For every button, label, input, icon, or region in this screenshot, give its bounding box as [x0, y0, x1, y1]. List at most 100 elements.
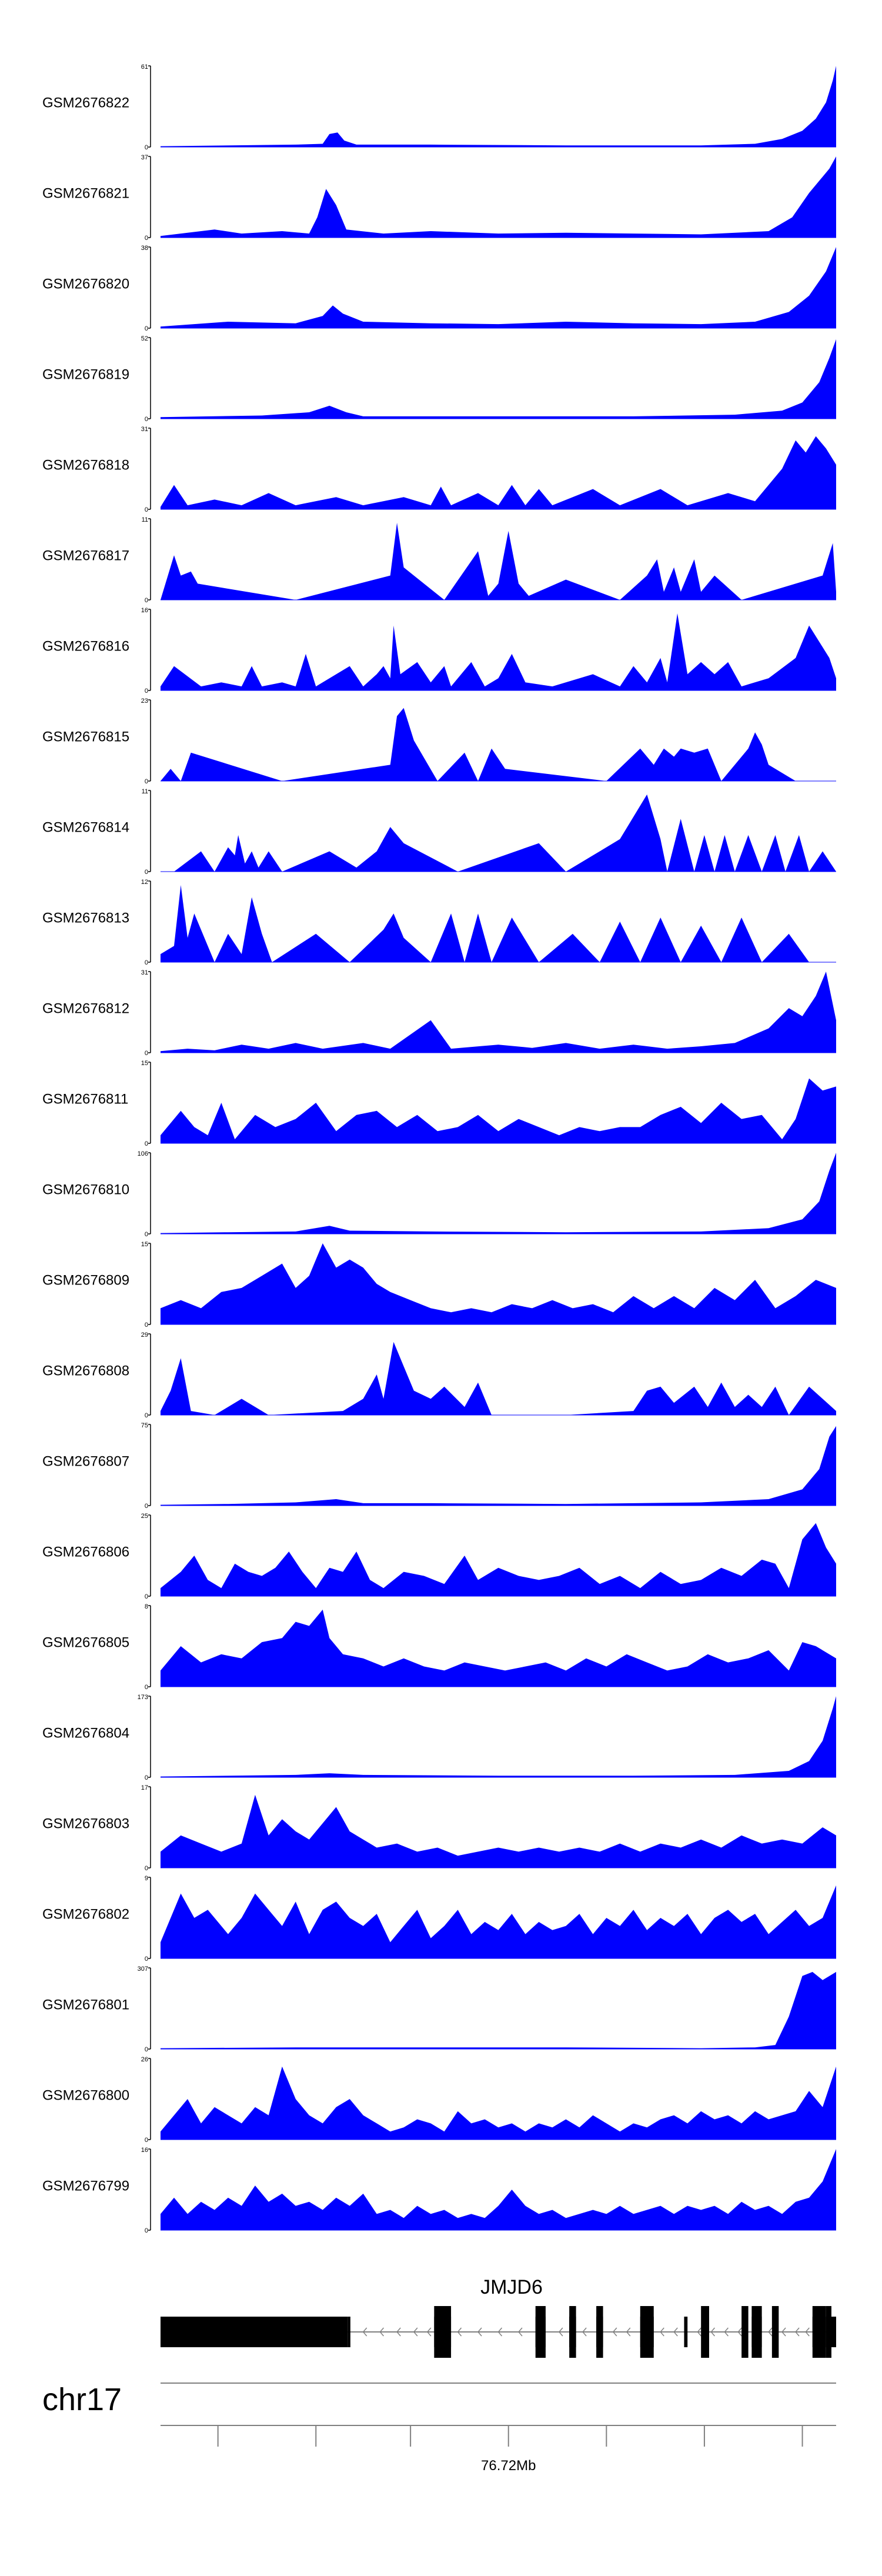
intron-arrow [626, 2327, 631, 2337]
track-GSM2676814: GSM2676814 11 0 [42, 788, 836, 876]
intron-arrow [805, 2327, 810, 2337]
track-ymax-label: 75 [141, 1422, 148, 1429]
track-label: GSM2676801 [42, 1997, 129, 2013]
coverage-area [161, 613, 836, 690]
track-label: GSM2676819 [42, 366, 129, 382]
track-label: GSM2676802 [42, 1906, 129, 1922]
coverage-area [161, 1342, 836, 1415]
gene-name: JMJD6 [480, 2276, 543, 2298]
exon-block [348, 2317, 350, 2347]
track-label: GSM2676805 [42, 1634, 129, 1650]
coverage-area [161, 1078, 836, 1143]
track-ymax-label: 38 [141, 245, 148, 252]
coverage-tracks: GSM2676822610GSM2676821370GSM2676820380G… [42, 64, 836, 2234]
track-ymax-label: 26 [141, 2056, 148, 2063]
track-label: GSM2676816 [42, 638, 129, 654]
utr-exon-block [829, 2317, 836, 2347]
track-GSM2676818: GSM2676818 31 0 [42, 426, 836, 513]
track-ymin-label: 0 [145, 2046, 148, 2053]
track-GSM2676822: GSM2676822 61 0 [42, 64, 836, 151]
axis-tick-label: 76.72Mb [481, 2458, 536, 2474]
track-label: GSM2676822 [42, 95, 129, 111]
intron-arrow [710, 2327, 716, 2337]
coverage-area [161, 247, 836, 328]
intron-arrow [426, 2327, 432, 2337]
coding-exon-block [771, 2306, 779, 2358]
track-GSM2676801: GSM2676801 307 0 [42, 1966, 836, 2053]
intron-arrow [517, 2327, 523, 2337]
track-GSM2676807: GSM2676807 75 0 [42, 1422, 836, 1510]
exon-blocks [161, 2306, 836, 2358]
track-GSM2676820: GSM2676820 38 0 [42, 245, 836, 332]
track-ymin-label: 0 [145, 869, 148, 876]
track-ymin-label: 0 [145, 1774, 148, 1781]
track-GSM2676799: GSM2676799 16 0 [42, 2147, 836, 2234]
track-ymax-label: 11 [142, 788, 148, 795]
track-label: GSM2676817 [42, 548, 129, 563]
axis-ticks [217, 2425, 803, 2447]
track-label: GSM2676812 [42, 1000, 129, 1016]
coding-exon-block [701, 2306, 709, 2358]
intron-arrow [558, 2327, 563, 2337]
intron-arrow [396, 2327, 401, 2337]
genome-axis: chr17 76.72Mb [42, 2382, 836, 2474]
intron-arrow [673, 2327, 678, 2337]
intron-arrow [497, 2327, 503, 2337]
track-GSM2676805: GSM2676805 8 0 [42, 1603, 836, 1691]
coding-exon-block [434, 2306, 452, 2358]
exon-block [684, 2317, 688, 2347]
intron-arrow [795, 2327, 800, 2337]
track-GSM2676812: GSM2676812 31 0 [42, 969, 836, 1057]
track-ymin-label: 0 [145, 1865, 148, 1872]
track-GSM2676804: GSM2676804 173 0 [42, 1694, 836, 1781]
track-ymax-label: 29 [141, 1332, 148, 1339]
intron-arrow [737, 2327, 742, 2337]
track-ymin-label: 0 [145, 1684, 148, 1691]
intron-arrow [724, 2327, 729, 2337]
track-ymax-label: 52 [141, 335, 148, 342]
track-GSM2676810: GSM2676810 106 0 [42, 1150, 836, 1238]
track-ymin-label: 0 [145, 1503, 148, 1510]
track-ymin-label: 0 [145, 778, 148, 785]
coverage-area [161, 885, 836, 962]
intron-arrow [413, 2327, 418, 2337]
track-ymin-label: 0 [145, 235, 148, 242]
intron-arrows [362, 2327, 810, 2337]
track-label: GSM2676820 [42, 276, 129, 292]
track-ymin-label: 0 [145, 325, 148, 332]
track-label: GSM2676807 [42, 1453, 129, 1469]
coding-exon-block [812, 2306, 826, 2358]
track-ymax-label: 23 [141, 698, 148, 705]
intron-arrow [582, 2327, 587, 2337]
track-label: GSM2676818 [42, 457, 129, 473]
coverage-area [161, 794, 836, 872]
coverage-area [161, 1885, 836, 1958]
track-label: GSM2676809 [42, 1272, 129, 1288]
track-ymin-label: 0 [145, 2227, 148, 2234]
track-ymax-label: 9 [145, 1875, 148, 1882]
intron-arrow [379, 2327, 384, 2337]
track-GSM2676819: GSM2676819 52 0 [42, 335, 836, 423]
track-GSM2676811: GSM2676811 15 0 [42, 1060, 836, 1147]
intron-arrow [660, 2327, 664, 2337]
exon-block [161, 2317, 348, 2347]
intron-arrow [477, 2327, 482, 2337]
coverage-area [161, 708, 836, 781]
coverage-area [161, 156, 836, 238]
coverage-area [161, 1523, 836, 1596]
track-ymin-label: 0 [145, 597, 148, 604]
coding-exon-block [640, 2306, 654, 2358]
chromosome-label: chr17 [42, 2382, 122, 2417]
track-label: GSM2676821 [42, 185, 129, 201]
track-GSM2676800: GSM2676800 26 0 [42, 2056, 836, 2144]
coverage-area [161, 522, 836, 600]
coverage-area [161, 436, 836, 509]
intron-arrow [457, 2327, 462, 2337]
track-ymin-label: 0 [145, 416, 148, 423]
coverage-area [161, 1609, 836, 1687]
coverage-area [161, 1243, 836, 1324]
track-label: GSM2676804 [42, 1725, 129, 1741]
track-ymin-label: 0 [145, 1322, 148, 1329]
